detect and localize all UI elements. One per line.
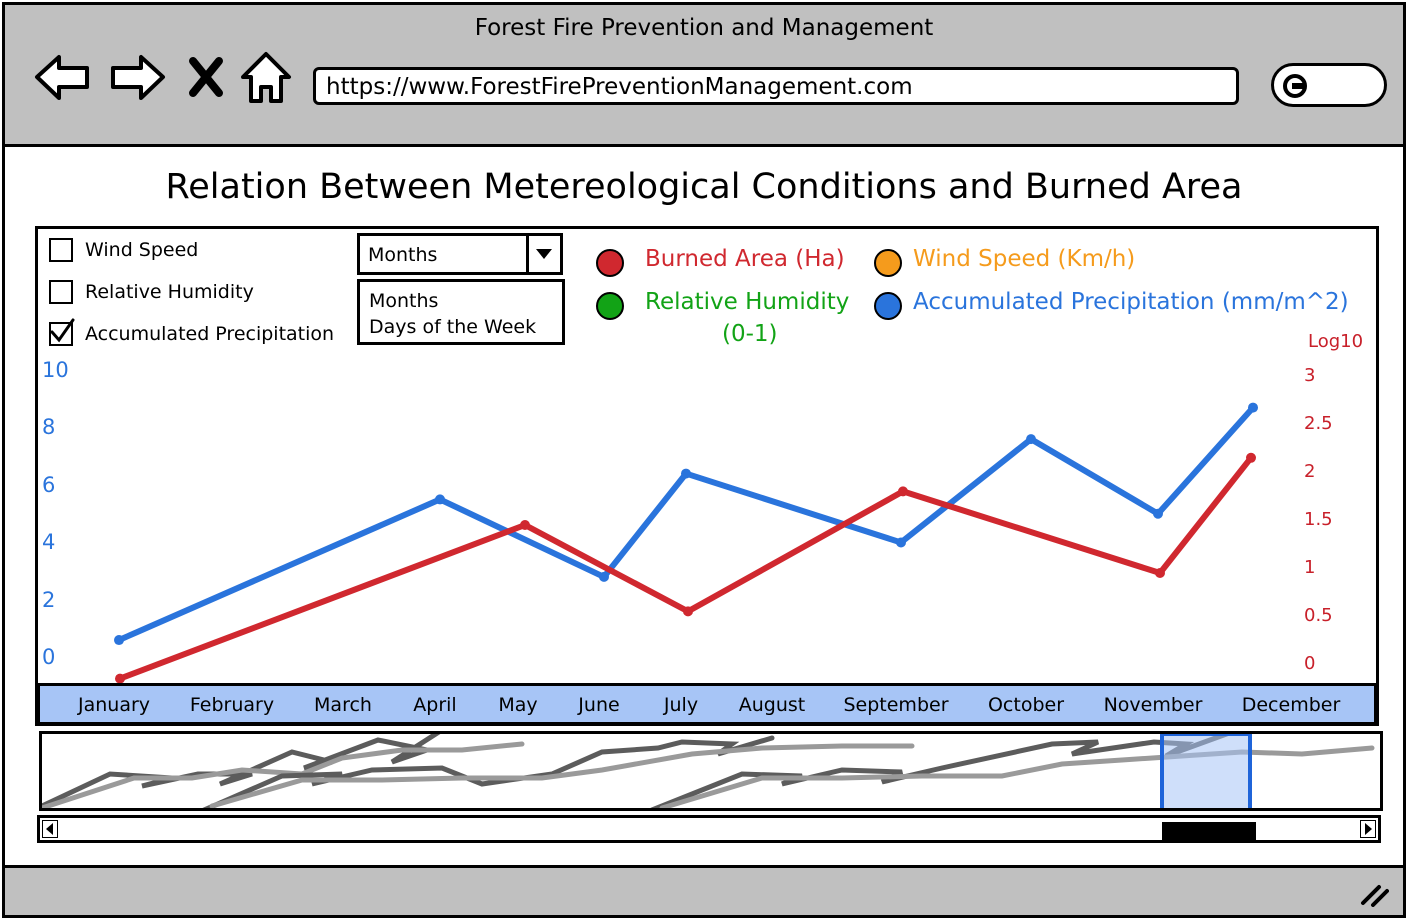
- precipitation-point: [1026, 434, 1036, 445]
- back-arrow-icon[interactable]: [33, 47, 91, 109]
- right-axis-tick: 1.5: [1304, 509, 1333, 530]
- period-dropdown-list: Months Days of the Week: [357, 279, 565, 345]
- page-title: Relation Between Metereological Conditio…: [165, 167, 1243, 207]
- precipitation-line: [116, 404, 1256, 644]
- relative-humidity-legend-dot: [596, 292, 624, 320]
- month-label[interactable]: November: [1103, 694, 1203, 716]
- month-label[interactable]: June: [578, 694, 620, 716]
- burned-area-legend-label: Burned Area (Ha): [645, 246, 845, 272]
- line-plot: [114, 402, 1258, 684]
- left-axis-tick: 8: [42, 415, 56, 440]
- right-axis-tick: 1: [1304, 557, 1316, 578]
- status-bar: [5, 865, 1403, 915]
- accumulated-precipitation-option-label: Accumulated Precipitation: [85, 323, 335, 345]
- dropdown-option-months[interactable]: Months: [369, 290, 439, 312]
- precipitation-point: [599, 571, 609, 582]
- close-x-icon[interactable]: [183, 47, 229, 109]
- scrollbar-thumb[interactable]: [1162, 822, 1256, 840]
- relative-humidity-legend-range: (0-1): [722, 321, 778, 347]
- month-label[interactable]: April: [413, 694, 457, 716]
- burned-area-point: [683, 606, 693, 617]
- burned-area-line: [117, 454, 1254, 682]
- right-axis-tick: 2.5: [1304, 413, 1333, 434]
- resize-grip-icon[interactable]: [1359, 883, 1389, 907]
- burned-area-point: [898, 486, 908, 497]
- chevron-down-icon[interactable]: [526, 236, 560, 272]
- check-icon: [50, 318, 75, 343]
- window-title: Forest Fire Prevention and Management: [474, 15, 934, 41]
- period-select-value: Months: [368, 244, 438, 266]
- right-axis-label: Log10: [1308, 331, 1364, 352]
- relative-humidity-checkbox[interactable]: [49, 280, 73, 304]
- accumulated-precipitation-legend-label: Accumulated Precipitation (mm/m^2): [913, 289, 1349, 315]
- precipitation-point: [1153, 508, 1163, 519]
- right-axis-tick: 0.5: [1304, 605, 1333, 626]
- period-select[interactable]: Months: [357, 233, 563, 275]
- left-axis-tick: 4: [42, 530, 56, 555]
- month-label[interactable]: August: [738, 694, 806, 716]
- forward-arrow-icon[interactable]: [109, 47, 167, 109]
- precipitation-point: [435, 494, 445, 505]
- burned-area-point: [520, 520, 530, 530]
- wind-speed-legend-dot: [874, 249, 902, 277]
- burned-area-point: [115, 673, 125, 684]
- wind-speed-option-label: Wind Speed: [85, 239, 199, 261]
- right-axis-tick: 3: [1304, 365, 1316, 386]
- month-label[interactable]: December: [1241, 694, 1341, 716]
- left-axis-tick: 6: [42, 472, 56, 497]
- precipitation-point: [1248, 402, 1258, 413]
- month-label[interactable]: January: [77, 694, 151, 716]
- url-field[interactable]: https://www.ForestFirePreventionManageme…: [313, 67, 1239, 105]
- range-overview[interactable]: [39, 731, 1383, 811]
- burned-area-point: [1246, 452, 1256, 463]
- overview-sparklines: [42, 734, 1375, 810]
- month-label[interactable]: July: [663, 694, 699, 716]
- browser-toolbar: Forest Fire Prevention and Management ht…: [5, 5, 1403, 147]
- scroll-right-arrow-icon[interactable]: [1360, 820, 1376, 838]
- search-icon: [1283, 74, 1307, 98]
- accumulated-precipitation-legend-dot: [874, 292, 902, 320]
- precipitation-point: [681, 468, 691, 479]
- left-axis-tick: 2: [42, 587, 56, 612]
- relative-humidity-legend-label: Relative Humidity: [645, 289, 850, 315]
- precipitation-point: [114, 635, 124, 646]
- right-axis-tick: 0: [1304, 653, 1316, 674]
- month-label[interactable]: September: [843, 694, 949, 716]
- dropdown-option-days-of-week[interactable]: Days of the Week: [369, 316, 537, 338]
- left-axis-tick: 10: [42, 358, 69, 382]
- precipitation-point: [896, 537, 906, 548]
- month-label[interactable]: March: [314, 694, 372, 716]
- relative-humidity-option-label: Relative Humidity: [85, 281, 254, 303]
- search-input[interactable]: [1271, 63, 1387, 107]
- month-label[interactable]: February: [189, 694, 275, 716]
- horizontal-scrollbar[interactable]: [37, 815, 1381, 843]
- home-icon[interactable]: [237, 47, 295, 109]
- month-label[interactable]: May: [498, 694, 538, 716]
- right-axis-tick: 2: [1304, 461, 1316, 482]
- burned-area-legend-dot: [596, 249, 624, 277]
- scroll-left-arrow-icon[interactable]: [42, 820, 58, 838]
- accumulated-precipitation-checkbox[interactable]: [49, 318, 75, 346]
- month-label[interactable]: October: [987, 694, 1065, 716]
- left-axis-tick: 0: [42, 645, 56, 669]
- month-axis: January February March April May June July Augu…: [37, 683, 1377, 725]
- burned-area-point: [1155, 568, 1165, 578]
- overview-window[interactable]: [1160, 734, 1252, 810]
- wind-speed-checkbox[interactable]: [49, 238, 73, 262]
- wind-speed-legend-label: Wind Speed (Km/h): [913, 246, 1136, 272]
